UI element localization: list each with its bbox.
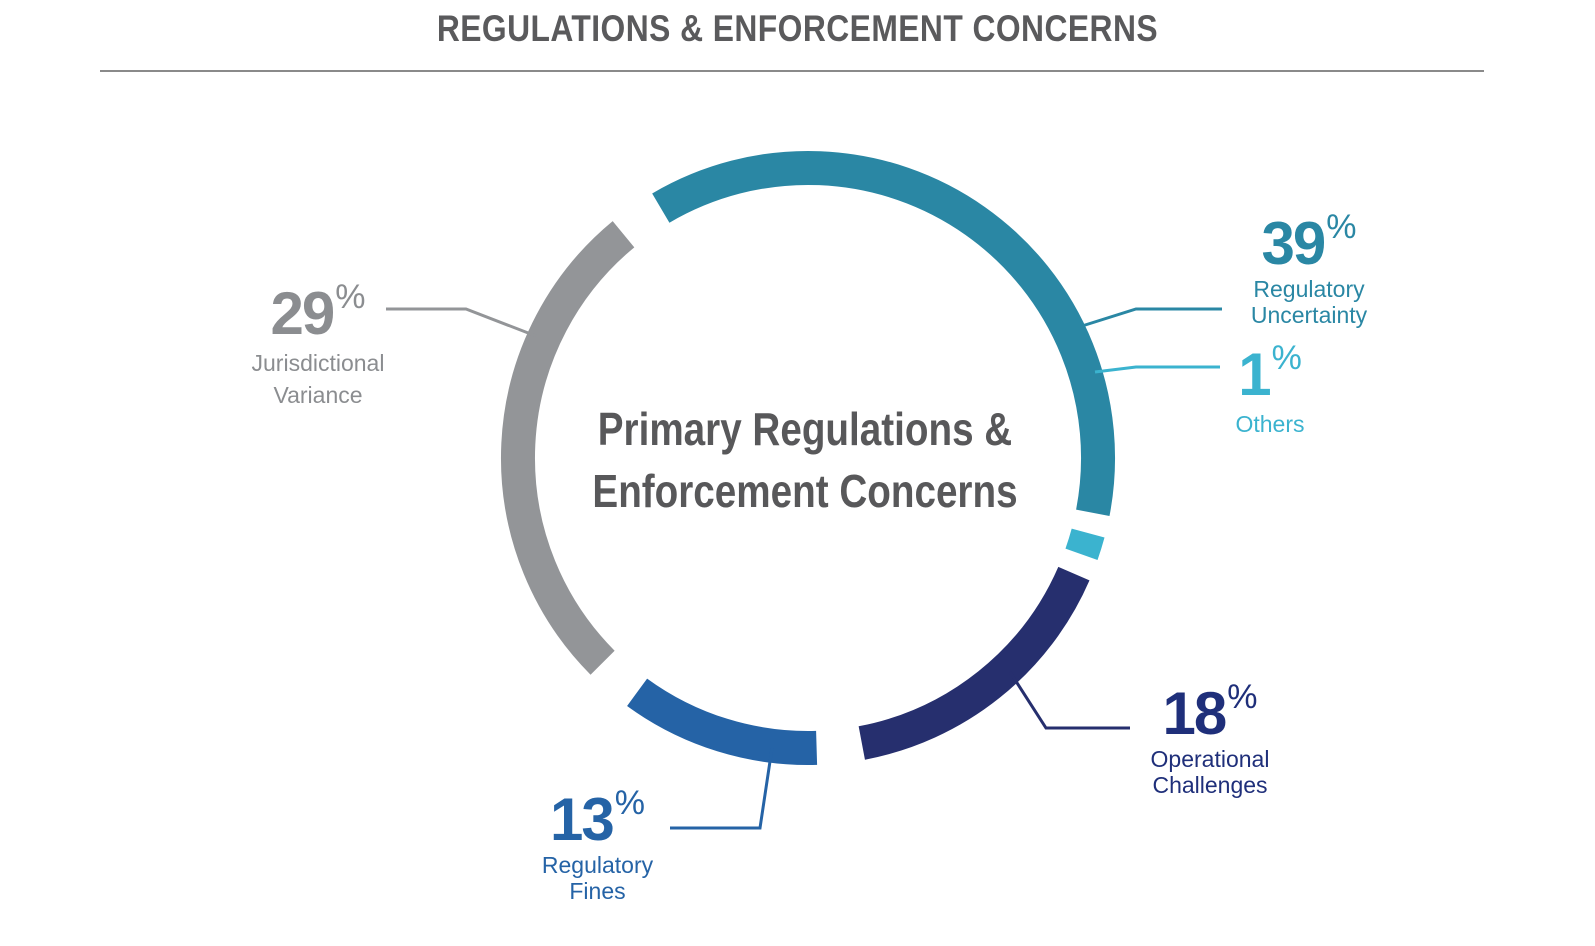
leader-regulatory-uncertainty: [1081, 307, 1222, 328]
leader-regulatory-fines: [670, 747, 774, 830]
leader-jurisdictional-variance: [386, 307, 537, 338]
slice-value: 13: [550, 786, 615, 853]
leader-others: [1094, 365, 1220, 374]
slice-value: 29: [270, 280, 336, 347]
arc-operational-challenges: [858, 566, 1090, 760]
slice-label-line-2: Uncertainty: [1250, 302, 1368, 328]
arc-others: [1065, 528, 1105, 560]
donut-arcs: [501, 150, 1116, 765]
slice-label-line-2: Variance: [273, 382, 363, 408]
center-title-line-1: Primary Regulations &: [597, 403, 1013, 455]
slice-label-line-2: Fines: [569, 878, 626, 904]
callout-operational-challenges: 18% Operational Challenges: [1120, 680, 1300, 798]
percent-sign: %: [1227, 678, 1258, 716]
percent-sign: %: [614, 784, 645, 822]
slice-label-line-1: Regulatory: [1253, 276, 1365, 302]
leader-operational-challenges: [1008, 671, 1130, 730]
slice-label-line-1: Regulatory: [541, 852, 654, 878]
slice-value: 18: [1162, 680, 1228, 747]
callout-regulatory-uncertainty: 39% Regulatory Uncertainty: [1214, 210, 1404, 328]
center-title-line-2: Enforcement Concerns: [592, 465, 1018, 517]
slice-label-line-1: Jurisdictional: [251, 350, 385, 376]
slice-value: 39: [1261, 210, 1327, 277]
callout-regulatory-fines: 13% Regulatory Fines: [510, 786, 685, 904]
callout-jurisdictional-variance: 29% Jurisdictional Variance: [228, 280, 408, 410]
arc-regulatory-fines: [627, 678, 818, 765]
callout-others: 1% Others: [1200, 341, 1340, 437]
arc-regulatory-uncertainty: [652, 150, 1116, 516]
page-title: REGULATIONS & ENFORCEMENT CONCERNS: [436, 8, 1159, 49]
title-divider: [100, 70, 1484, 72]
slice-label-line-1: Operational: [1150, 746, 1270, 772]
leader-lines: [386, 307, 1222, 830]
percent-sign: %: [335, 278, 366, 316]
percent-sign: %: [1326, 208, 1357, 246]
slice-label-line-2: Challenges: [1152, 772, 1268, 798]
chart-center-title: Primary Regulations & Enforcement Concer…: [540, 398, 1070, 522]
slice-value: 1: [1238, 341, 1271, 408]
percent-sign: %: [1271, 339, 1302, 377]
arc-jurisdictional-variance: [501, 221, 635, 675]
slice-label-line-1: Others: [1235, 411, 1305, 437]
